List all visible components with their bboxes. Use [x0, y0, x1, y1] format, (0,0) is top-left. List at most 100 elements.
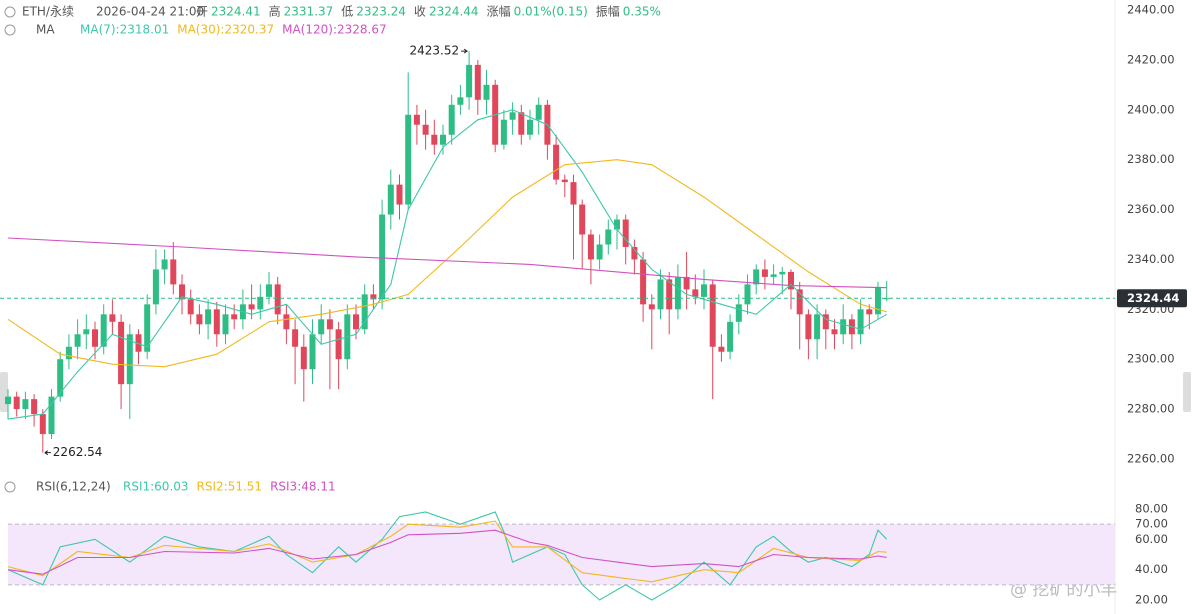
- y-tick-label: 2440.00: [1127, 3, 1175, 17]
- y-tick-label: 2300.00: [1127, 352, 1175, 366]
- candle-body: [718, 346, 725, 352]
- high-label: 2423.52: [409, 44, 459, 58]
- ma-line: [7, 159, 887, 368]
- scroll-right[interactable]: [1183, 372, 1191, 412]
- candle-body: [396, 184, 403, 205]
- ma-line: [7, 237, 887, 289]
- candle-body: [100, 314, 107, 347]
- candle-body: [796, 289, 803, 315]
- candle-body: [413, 114, 420, 125]
- watermark: @ 挖矿的小羊: [1010, 580, 1117, 600]
- candle-body: [196, 314, 203, 325]
- candle-body: [761, 269, 768, 277]
- stat-label: 开: [196, 5, 208, 19]
- collapse-icon[interactable]: [4, 6, 16, 18]
- candle-body: [474, 64, 481, 100]
- candle-body: [857, 309, 864, 335]
- candle-body: [596, 244, 603, 260]
- candle-body: [318, 319, 325, 335]
- candle-body: [561, 179, 568, 183]
- candle-body: [500, 119, 507, 145]
- candle-body: [92, 329, 98, 347]
- rsi-tick-label: 40.00: [1135, 562, 1168, 576]
- candle-body: [822, 314, 829, 330]
- rsi-tick-label: 60.00: [1135, 532, 1168, 546]
- rsi-line: [7, 520, 887, 583]
- candle-body: [187, 299, 194, 315]
- collapse-icon[interactable]: [4, 481, 16, 493]
- candle-body: [701, 284, 707, 297]
- stat-value: 2324.41: [211, 5, 261, 19]
- candle-body: [744, 284, 751, 305]
- y-tick-label: 2360.00: [1127, 202, 1175, 216]
- candle-body: [57, 359, 64, 397]
- candle-body: [326, 319, 333, 330]
- rsi-title: RSI(6,12,24): [36, 480, 111, 494]
- time: 2026-04-24 21:00: [96, 5, 204, 19]
- candle-body: [300, 346, 307, 370]
- low-label: 2262.54: [53, 445, 103, 459]
- scroll-left[interactable]: [0, 372, 8, 412]
- candle-body: [387, 184, 394, 215]
- legend-entry: RSI2:51.51: [197, 480, 263, 494]
- candle-body: [170, 259, 177, 285]
- candle-body: [518, 112, 525, 135]
- candle-body: [866, 309, 873, 315]
- candle-body: [213, 309, 220, 335]
- candle-body: [805, 314, 812, 340]
- candle-body: [22, 399, 29, 410]
- candle-body: [692, 289, 699, 297]
- candle-body: [727, 321, 734, 352]
- candle-body: [5, 396, 11, 405]
- candle-body: [770, 274, 777, 277]
- legend-entry: RSI1:60.03: [123, 480, 189, 494]
- legend-entry: MA(7):2318.01: [80, 23, 169, 37]
- candle-body: [840, 319, 847, 335]
- candle-body: [335, 329, 342, 360]
- candle-body: [205, 309, 212, 325]
- candle-body: [361, 294, 368, 330]
- candle-body: [152, 269, 159, 305]
- candle-body: [657, 279, 664, 310]
- candle-body: [788, 271, 794, 290]
- candle-body: [779, 271, 786, 275]
- rsi-tick-label: 70.00: [1135, 517, 1168, 531]
- candle-body: [135, 334, 142, 352]
- candle-body: [579, 204, 586, 235]
- candle-body: [248, 304, 255, 310]
- candle-body: [709, 284, 716, 347]
- candle-body: [266, 284, 272, 297]
- candle-body: [292, 329, 299, 347]
- stat-value: 2323.24: [356, 5, 406, 19]
- candle-body: [457, 97, 464, 105]
- candle-body: [875, 286, 881, 315]
- candle-body: [144, 304, 151, 352]
- y-tick-label: 2260.00: [1127, 452, 1175, 466]
- stat-label: 涨幅: [487, 4, 511, 19]
- y-tick-label: 2380.00: [1127, 152, 1175, 166]
- candle-body: [666, 279, 673, 310]
- legend-entry: MA(120):2328.67: [282, 23, 387, 37]
- candle-body: [466, 64, 473, 98]
- y-tick-label: 2280.00: [1127, 402, 1175, 416]
- candle-body: [74, 334, 81, 347]
- stat-value: 0.35%: [623, 5, 661, 19]
- symbol: ETH/永续: [22, 5, 74, 19]
- candle-body: [640, 259, 647, 305]
- stat-value: 0.01%(0.15): [514, 5, 588, 19]
- collapse-icon[interactable]: [4, 24, 16, 36]
- candle-body: [622, 219, 629, 247]
- y-tick-label: 2420.00: [1127, 52, 1175, 66]
- candle-body: [13, 396, 20, 410]
- candle-body: [257, 296, 264, 310]
- stat-label: 振幅: [596, 4, 620, 19]
- stat-value: 2331.37: [284, 5, 334, 19]
- candle-body: [39, 414, 46, 435]
- candle-body: [379, 214, 386, 300]
- legend-entry: RSI3:48.11: [270, 480, 336, 494]
- stat-label: 收: [414, 5, 426, 19]
- candle-body: [161, 259, 168, 270]
- candle-body: [222, 314, 229, 335]
